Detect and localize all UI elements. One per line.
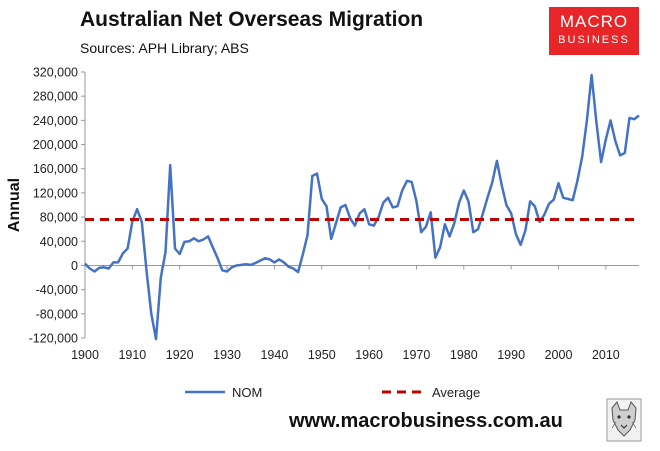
x-tick-label: 1950 bbox=[308, 348, 336, 362]
y-tick-label: -120,000 bbox=[29, 332, 78, 346]
logo-line-2: BUSINESS bbox=[558, 34, 630, 46]
y-axis-label: Annual bbox=[6, 178, 23, 232]
y-tick-label: -40,000 bbox=[36, 283, 78, 297]
y-tick-label: 160,000 bbox=[33, 162, 78, 176]
logo-line-1: MACRO bbox=[559, 12, 629, 31]
series-layer bbox=[84, 73, 640, 341]
x-tick-label: 1940 bbox=[260, 348, 288, 362]
chart-title: Australian Net Overseas Migration bbox=[80, 8, 424, 31]
website-url: www.macrobusiness.com.au bbox=[289, 410, 563, 432]
y-tick-label: 320,000 bbox=[33, 66, 78, 80]
y-tick-label: 80,000 bbox=[40, 211, 78, 225]
x-tick-label: 1910 bbox=[118, 348, 146, 362]
y-tick-label: -80,000 bbox=[36, 307, 78, 321]
y-tick-label: 280,000 bbox=[33, 90, 78, 104]
x-tick-label: 1990 bbox=[497, 348, 525, 362]
x-tick-label: 2010 bbox=[592, 348, 620, 362]
chart-subtitle: Sources: APH Library; ABS bbox=[80, 40, 249, 56]
x-tick-label: 1970 bbox=[403, 348, 431, 362]
y-tick-label: 240,000 bbox=[33, 114, 78, 128]
wolf-logo-icon bbox=[606, 398, 642, 442]
x-tick-label: 2000 bbox=[545, 348, 573, 362]
legend-label-average: Average bbox=[432, 385, 480, 400]
legend: NOM Average bbox=[185, 385, 480, 400]
y-tick-label: 200,000 bbox=[33, 138, 78, 152]
y-tick-label: 40,000 bbox=[40, 235, 78, 249]
axes: -120,000 -80,000 -40,000 0 40,000 80,000 120,0… bbox=[6, 66, 639, 362]
x-tick-label: 1900 bbox=[71, 348, 99, 362]
x-tick-label: 1920 bbox=[166, 348, 194, 362]
legend-label-nom: NOM bbox=[232, 385, 262, 400]
macro-business-logo: MACRO BUSINESS bbox=[549, 7, 639, 55]
x-tick-label: 1980 bbox=[450, 348, 478, 362]
series-line-nom bbox=[84, 73, 640, 341]
x-tick-label: 1960 bbox=[355, 348, 383, 362]
y-tick-label: 0 bbox=[71, 259, 78, 273]
y-tick-label: 120,000 bbox=[33, 186, 78, 200]
x-tick-label: 1930 bbox=[213, 348, 241, 362]
